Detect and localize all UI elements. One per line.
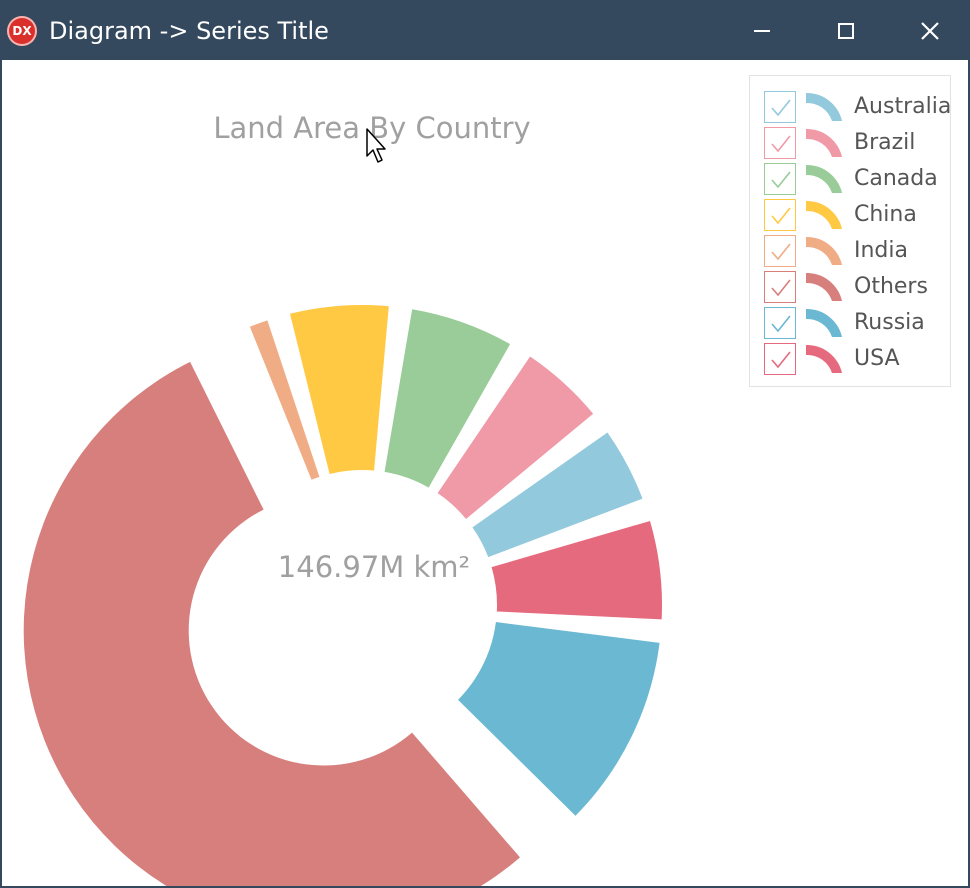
legend-label: Canada: [854, 166, 938, 191]
legend: Australia Brazil Canada China India Others Rus…: [749, 75, 951, 387]
legend-checkbox[interactable]: [764, 271, 796, 303]
slice-brazil[interactable]: [437, 356, 594, 519]
slice-australia[interactable]: [472, 432, 643, 558]
app-icon-text: DX: [12, 24, 32, 38]
legend-label: Brazil: [854, 130, 916, 155]
slice-india[interactable]: [249, 320, 320, 480]
window-title: Diagram -> Series Title: [49, 17, 329, 45]
check-icon: [771, 351, 791, 369]
legend-item-usa[interactable]: USA: [764, 342, 950, 376]
doughnut-marker-icon: [806, 128, 842, 157]
close-button[interactable]: [886, 0, 970, 60]
check-icon: [771, 315, 791, 333]
legend-item-canada[interactable]: Canada: [764, 162, 950, 196]
legend-item-australia[interactable]: Australia: [764, 90, 952, 124]
devexpress-app-icon: DX: [7, 16, 37, 46]
doughnut-marker-icon: [806, 308, 842, 337]
legend-label: Russia: [854, 310, 925, 335]
close-icon: [921, 22, 939, 40]
check-icon: [771, 243, 791, 261]
slice-others[interactable]: [23, 361, 520, 886]
legend-label: Others: [854, 274, 928, 299]
legend-checkbox[interactable]: [764, 199, 796, 231]
slice-china[interactable]: [289, 305, 389, 474]
doughnut-chart[interactable]: 146.97M km²: [2, 60, 742, 886]
legend-label: India: [854, 238, 908, 263]
check-icon: [771, 135, 791, 153]
minimize-button[interactable]: [720, 0, 804, 60]
chart-control: 146.97M km² Land Area By Country Austral…: [2, 60, 968, 886]
legend-label: Australia: [854, 94, 952, 119]
legend-item-russia[interactable]: Russia: [764, 306, 950, 340]
legend-item-india[interactable]: India: [764, 234, 950, 268]
title-bar: DX Diagram -> Series Title: [0, 0, 970, 60]
legend-checkbox[interactable]: [764, 127, 796, 159]
doughnut-marker-icon: [806, 236, 842, 265]
legend-checkbox[interactable]: [764, 307, 796, 339]
check-icon: [771, 171, 791, 189]
doughnut-marker-icon: [806, 92, 842, 121]
legend-item-brazil[interactable]: Brazil: [764, 126, 950, 160]
legend-checkbox[interactable]: [764, 91, 796, 123]
legend-checkbox[interactable]: [764, 343, 796, 375]
legend-label: China: [854, 202, 917, 227]
doughnut-marker-icon: [806, 200, 842, 229]
slice-russia[interactable]: [458, 622, 660, 816]
legend-label: USA: [854, 346, 900, 371]
doughnut-marker-icon: [806, 272, 842, 301]
legend-item-china[interactable]: China: [764, 198, 950, 232]
doughnut-marker-icon: [806, 164, 842, 193]
legend-checkbox[interactable]: [764, 235, 796, 267]
legend-checkbox[interactable]: [764, 163, 796, 195]
slice-canada[interactable]: [384, 309, 511, 488]
check-icon: [771, 279, 791, 297]
mouse-cursor-icon: [366, 128, 386, 163]
maximize-button[interactable]: [804, 0, 888, 60]
minimize-icon: [754, 30, 770, 32]
check-icon: [771, 207, 791, 225]
legend-item-others[interactable]: Others: [764, 270, 950, 304]
check-icon: [771, 99, 791, 117]
doughnut-marker-icon: [806, 344, 842, 373]
maximize-icon: [838, 23, 854, 39]
slice-usa[interactable]: [491, 520, 662, 620]
total-label: 146.97M km²: [278, 550, 470, 584]
